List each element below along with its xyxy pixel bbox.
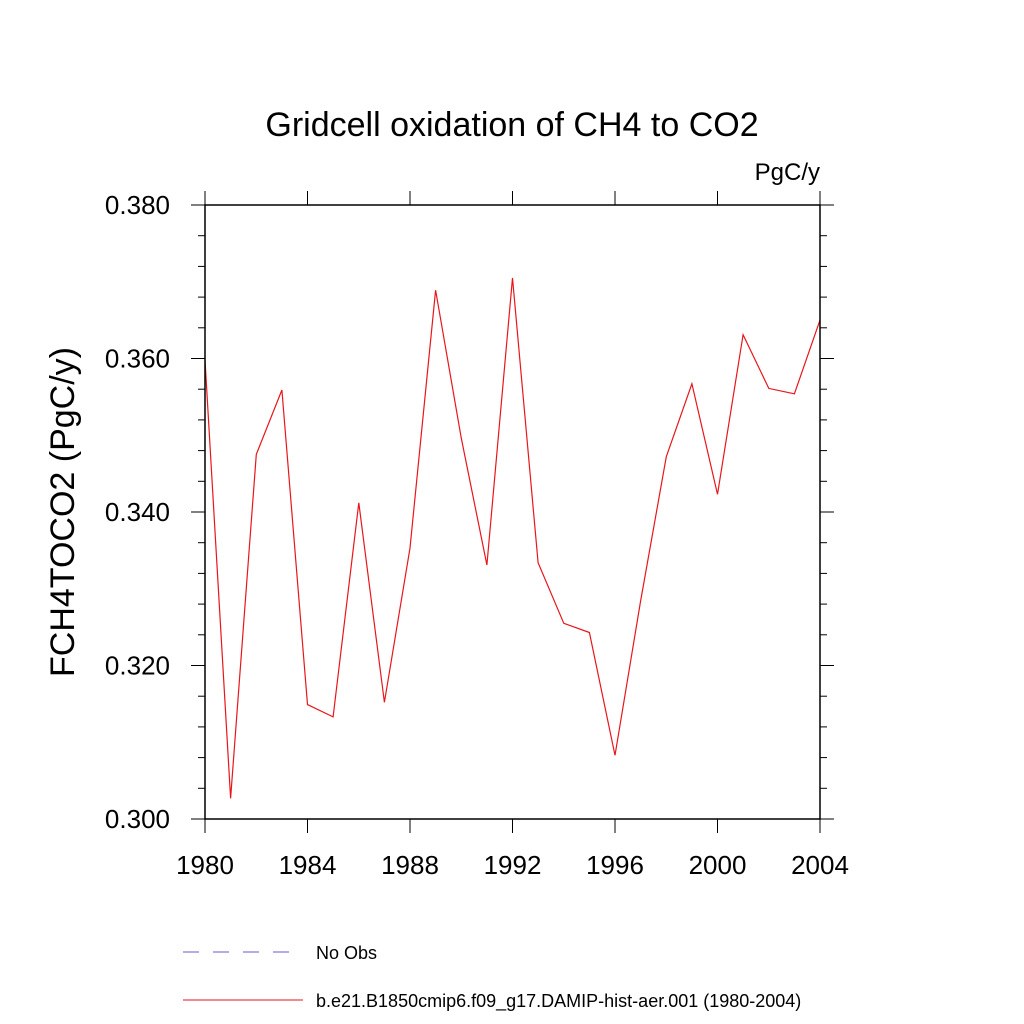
x-tick-label: 1988: [381, 850, 439, 880]
y-tick-label: 0.300: [105, 804, 170, 834]
x-tick-label: 1992: [484, 850, 542, 880]
y-tick-label: 0.340: [105, 497, 170, 527]
x-tick-label: 1984: [279, 850, 337, 880]
y-tick-label: 0.320: [105, 651, 170, 681]
x-tick-label: 2000: [689, 850, 747, 880]
axis-ticks: [191, 191, 834, 833]
plot-frame: [204, 204, 821, 820]
x-tick-label: 1996: [586, 850, 644, 880]
x-tick-label: 2004: [791, 850, 849, 880]
series-line: [204, 277, 821, 799]
x-tick-label: 1980: [176, 850, 234, 880]
series-layer: [204, 277, 821, 799]
legend-label: b.e21.B1850cmip6.f09_g17.DAMIP-hist-aer.…: [316, 991, 801, 1012]
y-tick-label: 0.360: [105, 344, 170, 374]
y-axis-label: FCH4TOCO2 (PgC/y): [44, 347, 82, 677]
y-tick-label: 0.380: [105, 190, 170, 220]
tick-labels: 1980 1984 1988 1992 1996 2000 2004 0.300 0.320 0.…: [105, 190, 849, 880]
chart-title: Gridcell oxidation of CH4 to CO2: [265, 106, 758, 144]
legend-label: No Obs: [316, 943, 377, 963]
units-label: PgC/y: [755, 159, 820, 186]
legend: No Obs b.e21.B1850cmip6.f09_g17.DAMIP-his…: [183, 943, 801, 1012]
